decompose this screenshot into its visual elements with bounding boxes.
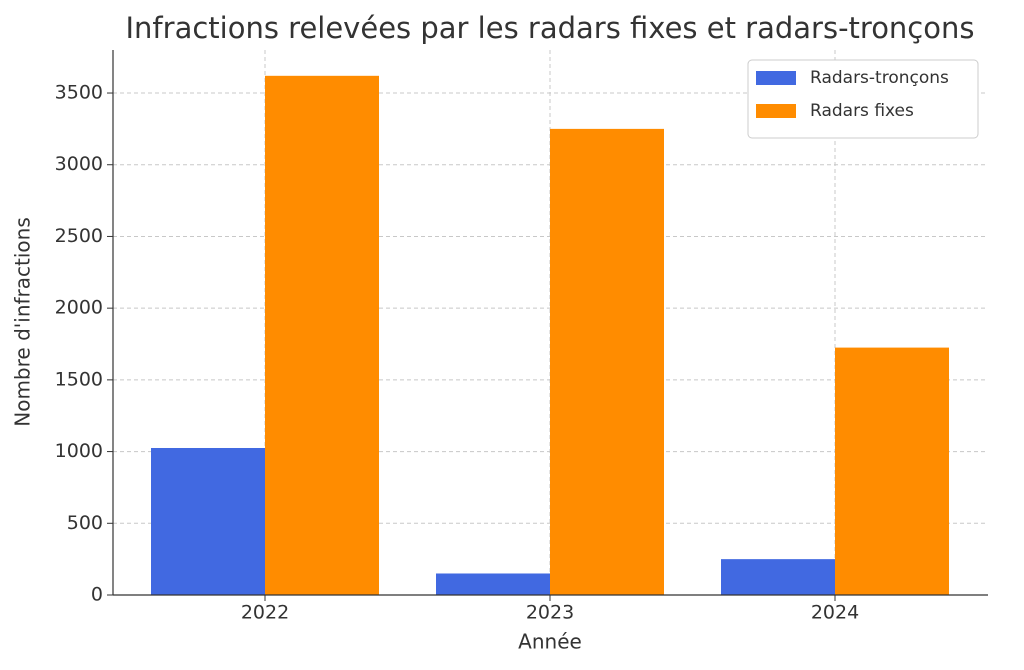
bar [835, 347, 949, 595]
bar [265, 75, 379, 595]
legend-label: Radars fixes [810, 101, 914, 121]
y-tick-label: 2500 [55, 225, 103, 247]
legend-box [747, 59, 979, 139]
y-tick-label: 500 [67, 512, 103, 534]
bar [721, 559, 835, 595]
legend-swatch [756, 71, 796, 85]
y-tick-label: 3500 [55, 82, 103, 104]
bar [550, 128, 664, 595]
bar [151, 447, 265, 595]
x-axis-label: Année [518, 630, 582, 654]
y-tick-label: 2000 [55, 297, 103, 319]
y-tick-label: 1000 [55, 440, 103, 462]
y-tick-label: 3000 [55, 153, 103, 175]
legend: Radars-tronçons Radars fixes [747, 59, 979, 139]
chart-title: Infractions relevées par les radars fixe… [126, 11, 975, 45]
bar [436, 573, 550, 595]
legend-swatch [756, 104, 796, 118]
y-tick-label: 0 [91, 584, 103, 606]
y-tick-label: 1500 [55, 368, 103, 390]
x-tick-label: 2023 [526, 602, 574, 624]
legend-label: Radars-tronçons [810, 68, 949, 88]
x-tick-label: 2024 [811, 602, 859, 624]
x-tick-label: 2022 [241, 602, 289, 624]
y-axis-label: Nombre d'infractions [11, 217, 35, 427]
